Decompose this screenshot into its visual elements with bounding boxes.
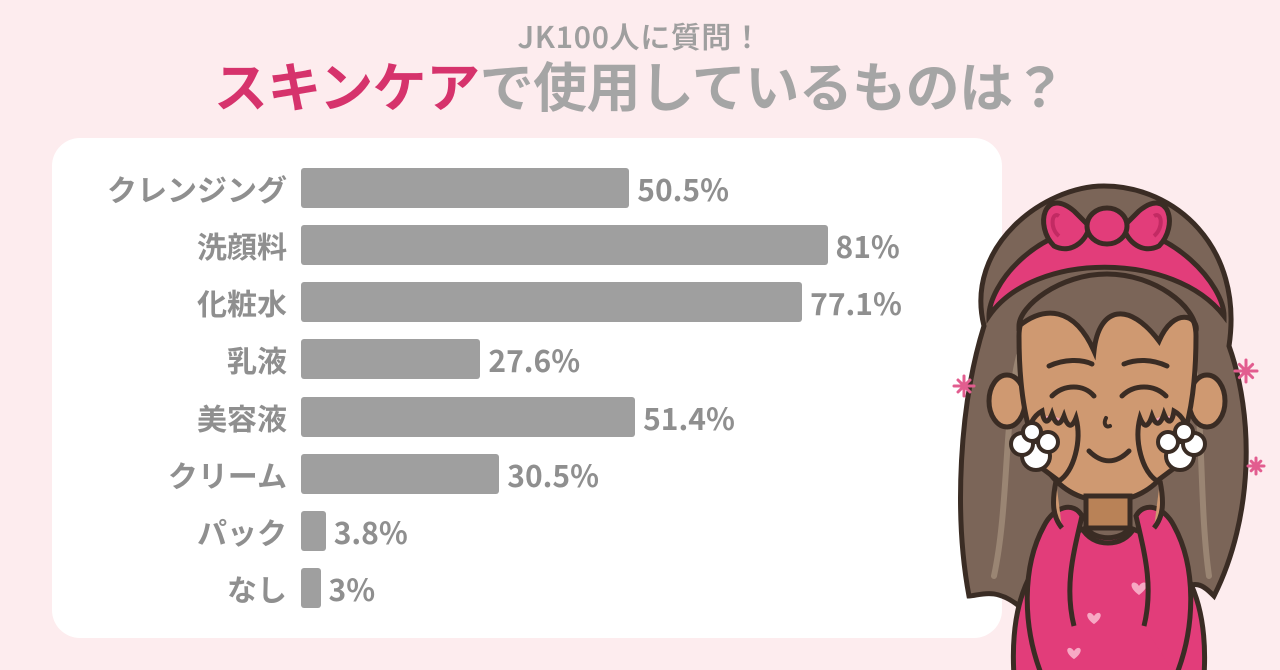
title-rest: で使用しているものは？ bbox=[480, 44, 1066, 123]
chart-row: パック 3.8% bbox=[82, 507, 972, 555]
chart-row: なし 3% bbox=[82, 564, 972, 612]
chart-bar bbox=[301, 454, 499, 494]
chart-bar bbox=[301, 568, 321, 608]
chart-row: 化粧水 77.1% bbox=[82, 278, 972, 326]
chart-bar-value: 27.6% bbox=[480, 337, 580, 381]
chart-bar-value: 3.8% bbox=[326, 509, 408, 553]
chart-row-bar-zone: 50.5% bbox=[301, 166, 972, 210]
chart-row-bar-zone: 81% bbox=[301, 223, 972, 267]
chart-bar-value: 50.5% bbox=[629, 166, 729, 210]
chart-row-label: なし bbox=[82, 566, 301, 610]
chart-row-bar-zone: 3.8% bbox=[301, 509, 972, 553]
chart-card: クレンジング 50.5% 洗顔料 81% 化粧水 77.1% 乳液 27.6% 美容液 51.4%… bbox=[52, 138, 1002, 638]
chart-row-label: 美容液 bbox=[82, 395, 301, 439]
chart-bar bbox=[301, 397, 635, 437]
chart-bar-value: 51.4% bbox=[635, 395, 735, 439]
chart-bar bbox=[301, 339, 480, 379]
chart-row-label: パック bbox=[82, 509, 301, 553]
chart-row-label: クレンジング bbox=[82, 166, 301, 210]
chart-row-bar-zone: 51.4% bbox=[301, 395, 972, 439]
header: JK100人に質問！ スキンケアで使用しているものは？ bbox=[0, 0, 1280, 115]
girl-washing-face-illustration bbox=[924, 156, 1274, 670]
chart-row-label: 化粧水 bbox=[82, 280, 301, 324]
chart-row: 洗顔料 81% bbox=[82, 221, 972, 269]
infographic-page: JK100人に質問！ スキンケアで使用しているものは？ クレンジング 50.5% 洗… bbox=[0, 0, 1280, 670]
chart-row: 乳液 27.6% bbox=[82, 335, 972, 383]
chart-row-label: 洗顔料 bbox=[82, 223, 301, 267]
chart-row-label: 乳液 bbox=[82, 337, 301, 381]
chart-bar-value: 77.1% bbox=[802, 280, 902, 324]
chart-bar bbox=[301, 282, 802, 322]
chart: クレンジング 50.5% 洗顔料 81% 化粧水 77.1% 乳液 27.6% 美容液 51.4%… bbox=[82, 164, 972, 612]
title-accent: スキンケア bbox=[214, 44, 480, 123]
chart-row: クレンジング 50.5% bbox=[82, 164, 972, 212]
chart-row: 美容液 51.4% bbox=[82, 393, 972, 441]
chart-bar-value: 3% bbox=[321, 566, 376, 610]
chart-row-bar-zone: 3% bbox=[301, 566, 972, 610]
chart-row-label: クリーム bbox=[82, 452, 301, 496]
title: スキンケアで使用しているものは？ bbox=[0, 53, 1280, 115]
chart-bar bbox=[301, 511, 326, 551]
chart-row: クリーム 30.5% bbox=[82, 450, 972, 498]
chart-row-bar-zone: 77.1% bbox=[301, 280, 972, 324]
chart-bar bbox=[301, 168, 629, 208]
chart-bar-value: 81% bbox=[828, 223, 900, 267]
chart-row-bar-zone: 27.6% bbox=[301, 337, 972, 381]
chart-row-bar-zone: 30.5% bbox=[301, 452, 972, 496]
chart-bar bbox=[301, 225, 828, 265]
chart-bar-value: 30.5% bbox=[499, 452, 599, 496]
